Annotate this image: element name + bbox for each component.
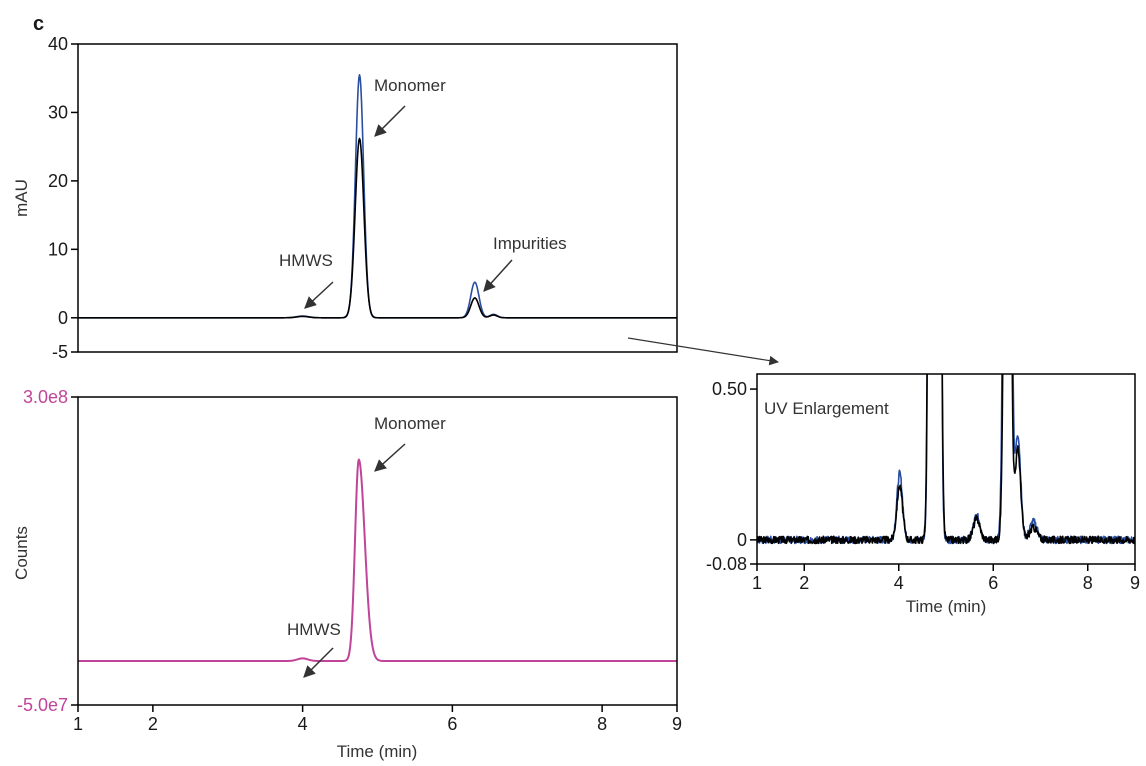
uv-hmws-arrow [304,281,334,309]
ms-monomer-annotation: Monomer [374,414,446,433]
ms-xtick-label: 1 [73,714,83,734]
uv-hmws-annotation: HMWS [279,251,333,270]
uv-monomer-annotation: Monomer [374,76,446,95]
enl-xtick-label: 2 [799,573,809,593]
ms-ytick-label: 3.0e8 [23,387,68,407]
enl-series-1-line [757,374,1135,545]
enl-x-axis-label: Time (min) [906,597,987,616]
panel-label: c [33,13,44,35]
ms-xtick-label: 6 [447,714,457,734]
ms-xtick-label: 9 [672,714,682,734]
enl-ytick-label: 0 [737,530,747,550]
uv-ytick-label: 0 [58,308,68,328]
ms-chart: 3.0e8 -5.0e7 1 2 4 6 8 9 Counts Time (min) Mon… [12,387,682,761]
enl-xtick-label: 6 [988,573,998,593]
uv-plot-frame [77,43,678,353]
ms-y-axis-label: Counts [12,526,31,580]
uv-series-1-line [78,137,677,319]
uv-monomer-arrow [374,105,406,137]
enl-xtick-label: 9 [1130,573,1140,593]
uv-chart: 40 30 20 10 0 -5 mAU Monomer Impurities HMWS [12,34,678,362]
ms-monomer-arrow [374,443,406,472]
uv-enlargement-chart: 0.50 0 -0.08 1 2 4 6 8 9 UV Enlargement Time (m… [706,373,1140,616]
ms-ytick-label: -5.0e7 [17,695,68,715]
ms-xtick-label: 8 [597,714,607,734]
ms-series-0-line [78,458,677,662]
enlargement-connector-arrow [627,337,779,366]
enl-ytick-label: 0.50 [712,379,747,399]
uv-ytick-label: -5 [52,342,68,362]
enl-plot-frame [756,373,1136,565]
enl-xtick-label: 8 [1083,573,1093,593]
uv-y-axis-label: mAU [12,179,31,217]
uv-ytick-label: 20 [48,171,68,191]
enl-title: UV Enlargement [764,399,889,418]
ms-xtick-label: 4 [298,714,308,734]
uv-series-0-line [78,74,677,319]
ms-plot-frame [77,396,678,706]
ms-x-axis-label: Time (min) [337,742,418,761]
enl-xtick-label: 4 [894,573,904,593]
uv-impurities-annotation: Impurities [493,234,567,253]
uv-ytick-label: 30 [48,102,68,122]
ms-xtick-label: 2 [148,714,158,734]
enl-xtick-label: 1 [752,573,762,593]
enl-ytick-label: -0.08 [706,554,747,574]
ms-hmws-arrow [303,647,334,678]
uv-ytick-label: 10 [48,239,68,259]
uv-impurities-arrow [483,259,513,292]
ms-hmws-annotation: HMWS [287,620,341,639]
uv-ytick-label: 40 [48,34,68,54]
enl-series-0-line [757,374,1135,545]
